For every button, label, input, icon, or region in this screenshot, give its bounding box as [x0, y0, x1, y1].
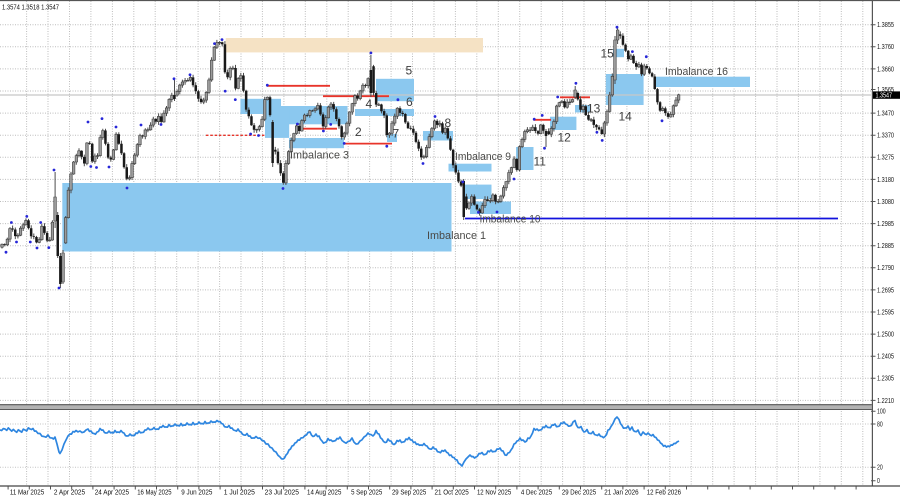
- svg-text:13: 13: [587, 102, 601, 116]
- svg-text:1.2405: 1.2405: [877, 354, 894, 361]
- svg-text:1.2695: 1.2695: [877, 287, 894, 294]
- svg-text:1.2500: 1.2500: [877, 332, 894, 339]
- svg-text:8: 8: [445, 116, 452, 130]
- svg-text:Imbalance 16: Imbalance 16: [665, 66, 728, 78]
- svg-text:1.3660: 1.3660: [877, 66, 894, 73]
- svg-text:Imbalance 9: Imbalance 9: [455, 151, 511, 163]
- svg-text:12 Nov 2025: 12 Nov 2025: [477, 490, 511, 497]
- svg-text:9 Jun 2025: 9 Jun 2025: [181, 490, 212, 497]
- svg-text:6: 6: [406, 95, 413, 109]
- svg-text:12: 12: [558, 131, 572, 145]
- svg-text:2: 2: [355, 125, 362, 139]
- svg-text:1.2985: 1.2985: [877, 221, 894, 228]
- svg-text:11 Mar 2025: 11 Mar 2025: [10, 490, 44, 497]
- svg-text:23 Jul 2025: 23 Jul 2025: [265, 490, 299, 497]
- svg-text:Imbalance 3: Imbalance 3: [290, 150, 349, 162]
- svg-text:1.3275: 1.3275: [877, 155, 894, 162]
- svg-text:1 Jul 2025: 1 Jul 2025: [224, 490, 255, 497]
- svg-text:1.3470: 1.3470: [877, 111, 894, 118]
- svg-text:21 Jan 2026: 21 Jan 2026: [604, 490, 638, 497]
- svg-text:2 Apr 2025: 2 Apr 2025: [54, 490, 85, 497]
- svg-text:29 Dec 2025: 29 Dec 2025: [562, 490, 596, 497]
- svg-text:24 Apr 2025: 24 Apr 2025: [95, 490, 129, 497]
- svg-text:7: 7: [393, 127, 400, 141]
- svg-text:1.2595: 1.2595: [877, 309, 894, 316]
- svg-text:14: 14: [619, 110, 633, 124]
- svg-text:1.2305: 1.2305: [877, 376, 894, 383]
- svg-text:4 Dec 2025: 4 Dec 2025: [521, 490, 552, 497]
- svg-text:21 Oct 2025: 21 Oct 2025: [434, 490, 468, 497]
- svg-text:20: 20: [877, 465, 883, 472]
- svg-text:1.2885: 1.2885: [877, 243, 894, 250]
- svg-text:0: 0: [877, 478, 880, 485]
- svg-text:16 May 2025: 16 May 2025: [137, 490, 171, 497]
- svg-text:80: 80: [877, 421, 883, 428]
- svg-text:11: 11: [534, 155, 547, 169]
- svg-text:Imbalance 1: Imbalance 1: [427, 230, 486, 242]
- svg-text:14 Aug 2025: 14 Aug 2025: [307, 490, 341, 497]
- svg-text:15: 15: [601, 47, 615, 61]
- svg-text:1.3370: 1.3370: [877, 133, 894, 140]
- svg-text:1.3760: 1.3760: [877, 44, 894, 51]
- svg-text:1.2210: 1.2210: [877, 398, 894, 405]
- svg-text:5 Sep 2025: 5 Sep 2025: [351, 490, 382, 497]
- svg-text:1.3855: 1.3855: [877, 22, 894, 29]
- svg-text:5: 5: [406, 64, 413, 78]
- svg-text:1.3180: 1.3180: [877, 177, 894, 184]
- svg-text:1.3547: 1.3547: [876, 92, 893, 99]
- svg-text:1.2790: 1.2790: [877, 265, 894, 272]
- svg-text:1.3574 1.3518 1.3547: 1.3574 1.3518 1.3547: [2, 4, 59, 11]
- svg-text:12 Feb 2026: 12 Feb 2026: [647, 490, 681, 497]
- svg-text:29 Sep 2025: 29 Sep 2025: [392, 490, 426, 497]
- svg-text:1.3565: 1.3565: [877, 87, 894, 94]
- svg-text:Imbalance 10: Imbalance 10: [480, 214, 541, 226]
- svg-text:100: 100: [877, 409, 886, 416]
- svg-text:4: 4: [366, 97, 373, 111]
- svg-text:1.3080: 1.3080: [877, 199, 894, 206]
